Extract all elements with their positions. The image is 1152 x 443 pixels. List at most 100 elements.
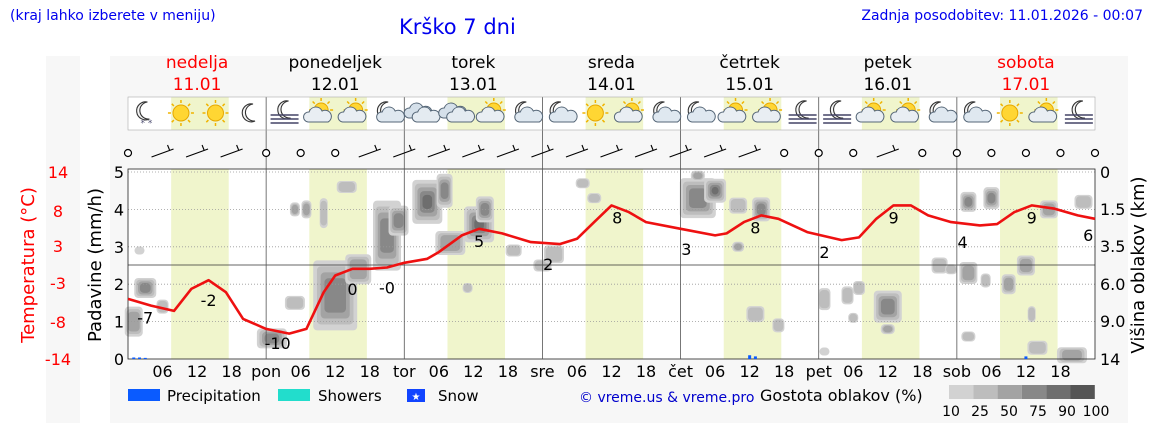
x-tick-label: 18 — [221, 362, 241, 381]
sun-ray — [346, 100, 350, 105]
day-name-2: ponedeljek — [288, 53, 382, 73]
cloud-density-cell — [291, 204, 299, 215]
menu-hint[interactable]: (kraj lahko izberete v meniju) — [10, 8, 216, 24]
night-cloud-icon — [652, 101, 682, 123]
sun-ray — [761, 100, 765, 105]
temp-tick-label: 14 — [48, 163, 68, 182]
wind-barb — [634, 148, 658, 158]
cloud-density-level: 10 — [942, 404, 960, 420]
wind-barb — [151, 148, 174, 158]
wind-barb — [669, 148, 692, 158]
cloud-density-cell — [1076, 196, 1091, 208]
copyright: © vreme.us & vreme.pro — [579, 390, 754, 406]
wind-barb — [600, 148, 623, 158]
sun-icon — [202, 100, 229, 126]
sun-icon — [996, 100, 1023, 126]
cloud-density-cell — [711, 186, 719, 195]
wind-calm-symbol — [814, 148, 823, 158]
temp-tick-label: -3 — [50, 274, 66, 293]
cloud-density-cell — [324, 278, 346, 313]
night-cloud-icon — [963, 101, 992, 123]
night-snow-icon — [136, 101, 150, 121]
day-name-5: četrtek — [719, 53, 780, 73]
wind-barb — [393, 148, 416, 158]
cloud-density-cell — [440, 182, 449, 200]
cloud-density-cell — [422, 194, 433, 209]
cloud-density-cell — [849, 313, 858, 323]
cloud-height-tick-label: 14 — [1100, 350, 1120, 369]
cloud-height-tick-label: 3.5 — [1100, 237, 1125, 256]
cloud-density-cell — [588, 194, 601, 203]
temperature-label: -0 — [379, 279, 395, 298]
sun-ray — [361, 100, 365, 105]
cloud-density-level: 100 — [1083, 404, 1110, 420]
cloud-density-cell — [842, 287, 853, 303]
wind-barb — [462, 148, 485, 158]
sun-cloud-icon — [337, 98, 368, 123]
sun-ray — [601, 119, 606, 123]
wind-barb-feather — [512, 144, 516, 151]
daylight-band — [723, 169, 782, 359]
temperature-label: -7 — [137, 309, 153, 328]
sun-ray — [879, 100, 883, 105]
cloud-density-cell — [463, 283, 472, 293]
temp-tick-label: 8 — [53, 202, 63, 221]
wind-barb-feather — [374, 144, 378, 151]
precip-tick-label: 4 — [114, 200, 124, 219]
cloud-shape — [686, 106, 716, 123]
wind-barb-feather — [408, 144, 412, 151]
left-axis-panel — [46, 56, 80, 423]
cloud-density-cell — [946, 265, 957, 274]
day-date-5: 15.01 — [725, 75, 774, 95]
cloud-icon — [438, 102, 475, 123]
sun-cloud-icon — [717, 98, 748, 123]
showers-legend-label: Showers — [318, 387, 382, 405]
cloud-shape — [548, 106, 578, 123]
wind-barb-feather — [719, 144, 723, 151]
cloud-density-cell — [819, 290, 830, 309]
snow-flakes: * * — [140, 119, 152, 129]
temp-tick-label: 3 — [53, 237, 63, 256]
sun-ray — [637, 100, 641, 105]
page-title: Krško 7 dni — [399, 15, 516, 39]
sun-ray — [1000, 103, 1004, 107]
cloud-density-cell — [507, 245, 521, 256]
x-tick-label: 06 — [429, 362, 449, 381]
icon-strip-frame — [127, 96, 1096, 131]
sun-ray — [899, 100, 903, 105]
cloud-density-cell — [730, 199, 746, 213]
cloud-height-tick-label: 9.0 — [1100, 312, 1125, 331]
cloud-density-cell — [286, 297, 304, 309]
x-tick-label: pon — [251, 362, 281, 381]
cloud-density-cell — [1029, 341, 1046, 354]
wind-calm-symbol — [849, 148, 858, 158]
precipitation-bar — [748, 355, 752, 359]
precipitation-bar — [143, 357, 147, 359]
temperature-label: 8 — [612, 208, 622, 227]
cloud-density-cell — [693, 172, 703, 180]
wind-barb-feather — [581, 144, 585, 151]
temperature-label: 5 — [474, 232, 484, 251]
sun-ray — [864, 100, 868, 105]
sun-ray — [222, 119, 226, 123]
cloud-shape — [928, 106, 958, 123]
wind-barb — [876, 148, 899, 158]
wind-barb-feather — [650, 144, 654, 151]
night-fog-icon — [1064, 100, 1093, 124]
temperature-label: 9 — [888, 208, 898, 227]
cloud-shape — [514, 106, 544, 123]
wind-barb-feather — [754, 144, 758, 151]
cloud-density-cell — [127, 311, 140, 332]
sun-icon — [167, 100, 194, 126]
sun-ray — [205, 119, 209, 123]
precip-tick-label: 3 — [114, 238, 124, 257]
sun-ray — [914, 100, 918, 105]
night-fog-icon — [823, 100, 852, 124]
x-tick-label: 18 — [360, 362, 380, 381]
cloud-shape — [1028, 106, 1058, 123]
night-cloud-icon — [514, 101, 544, 123]
snow-legend-star-icon: ★ — [412, 392, 421, 403]
cloud-height-tick-label: 1.5 — [1100, 200, 1125, 219]
day-date-2: 12.01 — [311, 75, 360, 95]
